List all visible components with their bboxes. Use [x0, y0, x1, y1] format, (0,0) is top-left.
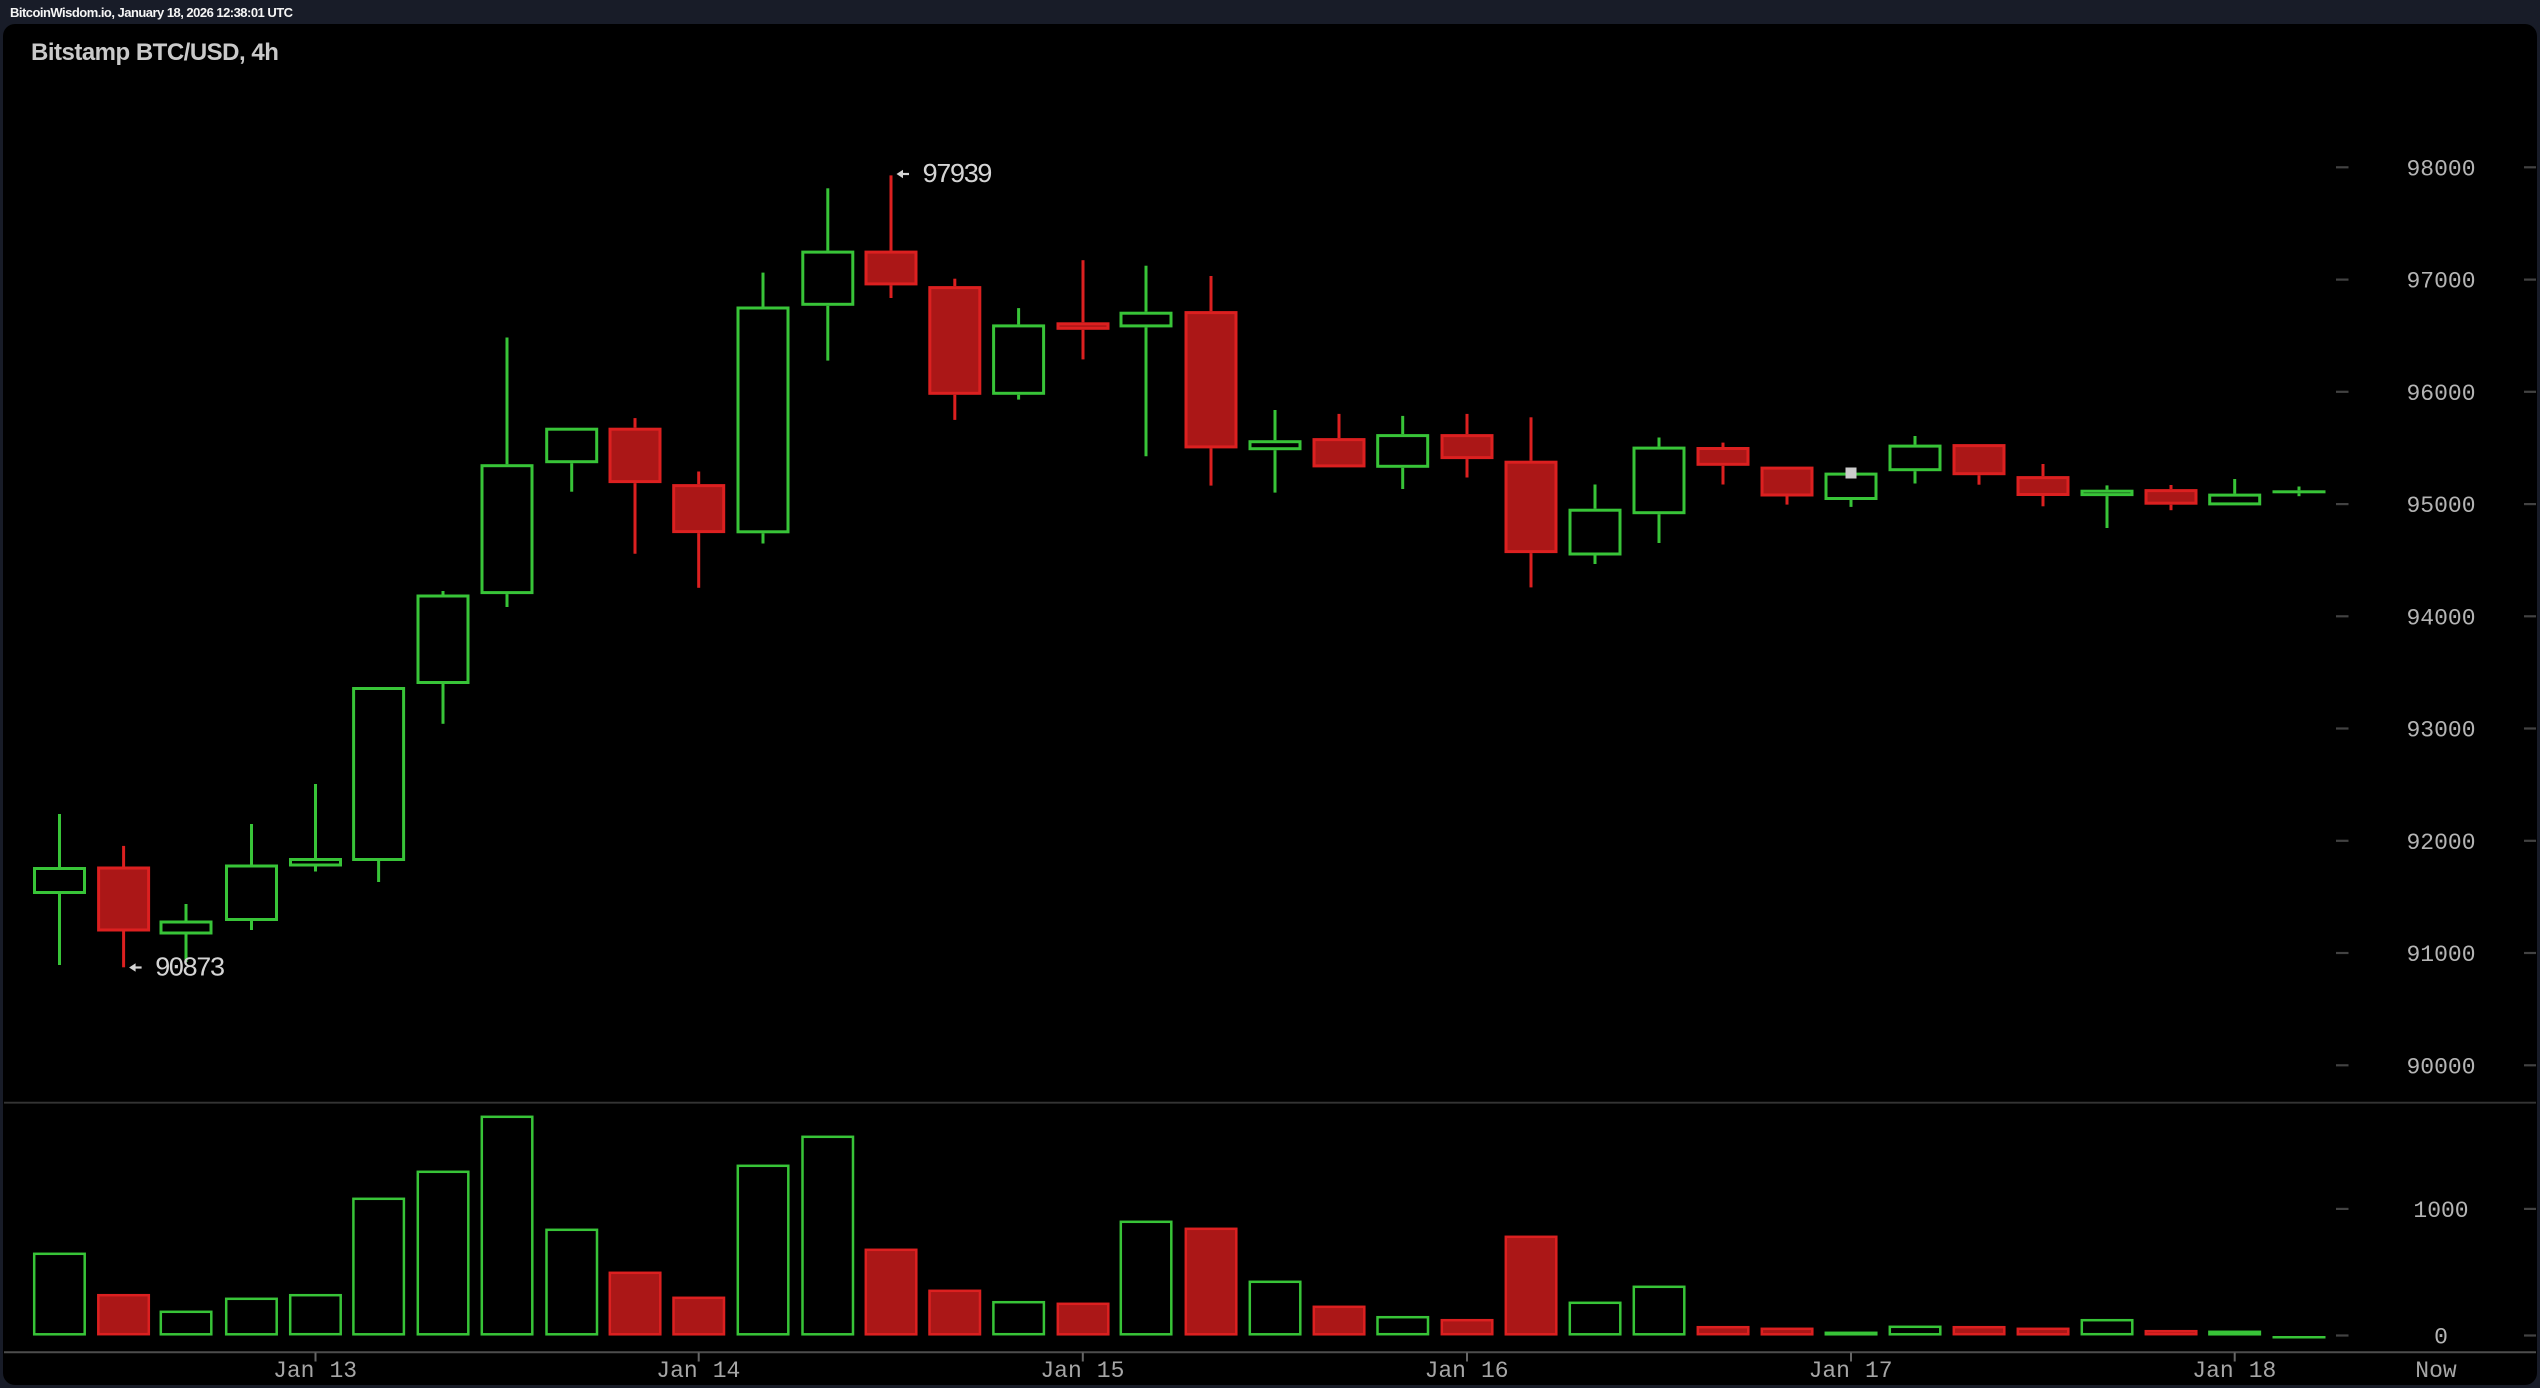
svg-text:Jan: Jan [273, 1358, 314, 1384]
svg-text:91000: 91000 [2406, 942, 2475, 968]
svg-text:1000: 1000 [2413, 1198, 2468, 1224]
svg-text:Jan: Jan [1040, 1358, 1081, 1384]
svg-text:97939: 97939 [922, 161, 992, 191]
svg-text:14: 14 [713, 1358, 741, 1384]
svg-text:97000: 97000 [2406, 269, 2475, 295]
svg-text:18: 18 [2249, 1358, 2277, 1384]
svg-text:15: 15 [1097, 1358, 1125, 1384]
svg-text:13: 13 [330, 1358, 358, 1384]
svg-text:90873: 90873 [155, 955, 225, 985]
svg-text:16: 16 [1481, 1358, 1509, 1384]
svg-text:Jan: Jan [2192, 1358, 2233, 1384]
svg-text:17: 17 [1865, 1358, 1893, 1384]
svg-text:90000: 90000 [2406, 1054, 2475, 1080]
svg-text:0: 0 [2434, 1325, 2448, 1351]
svg-text:93000: 93000 [2406, 718, 2475, 744]
svg-text:Now: Now [2415, 1358, 2457, 1384]
svg-text:95000: 95000 [2406, 493, 2475, 519]
svg-text:98000: 98000 [2406, 156, 2475, 182]
svg-text:Jan: Jan [656, 1358, 697, 1384]
svg-text:96000: 96000 [2406, 381, 2475, 407]
svg-text:Jan: Jan [1809, 1358, 1850, 1384]
svg-text:Jan: Jan [1425, 1358, 1466, 1384]
svg-text:92000: 92000 [2406, 830, 2475, 856]
svg-text:94000: 94000 [2406, 605, 2475, 631]
